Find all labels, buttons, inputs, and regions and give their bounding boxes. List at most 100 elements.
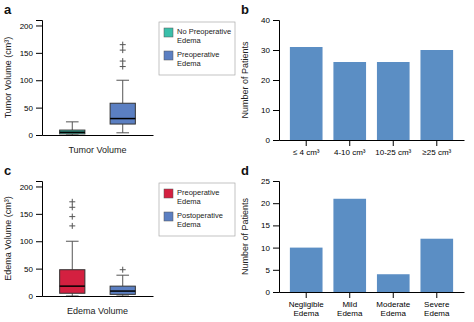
x-tick: ≥25 cm³ xyxy=(422,140,451,157)
bar xyxy=(420,50,453,140)
flier xyxy=(69,199,75,205)
y-tick-mark xyxy=(273,225,279,226)
x-tick: 10-25 cm³ xyxy=(375,140,411,157)
x-axis-line xyxy=(43,296,154,297)
marks xyxy=(290,47,453,140)
bar xyxy=(290,47,323,140)
y-tick-mark xyxy=(36,53,42,54)
text-line: ≤ 4 cm³ xyxy=(293,148,320,157)
y-axis-line xyxy=(36,182,43,297)
text-line: Negligible xyxy=(289,300,325,309)
x-axis xyxy=(43,296,154,297)
y-tick-label: 10 xyxy=(261,244,270,253)
y-tick: 30 xyxy=(261,46,279,55)
y-tick: 150 xyxy=(20,49,42,58)
y-tick-label: 50 xyxy=(24,265,33,274)
y-axis: 010203040 xyxy=(261,16,279,145)
legend: PreoperativeEdemaPostoperativeEdema xyxy=(159,183,235,236)
y-tick-mark xyxy=(36,80,42,81)
bar xyxy=(290,248,323,292)
text-line: Edema xyxy=(424,309,450,318)
flier xyxy=(69,223,75,229)
marks xyxy=(60,199,136,296)
legend-swatch xyxy=(164,51,173,60)
plot: 0510152025NegligibleEdemaMildEdemaModera… xyxy=(240,177,465,318)
y-tick-mark xyxy=(273,110,279,111)
y-tick-label: 0 xyxy=(29,131,34,140)
x-axis: ≤ 4 cm³4-10 cm³10-25 cm³≥25 cm³ xyxy=(280,140,465,157)
legend-label: No PreoperativeEdema xyxy=(177,27,231,45)
y-tick-label: 50 xyxy=(24,104,33,113)
panel: 0510152025NegligibleEdemaMildEdemaModera… xyxy=(240,163,465,318)
legend: No PreoperativeEdemaPreoperativeEdema xyxy=(159,22,235,75)
x-tick-mark xyxy=(436,292,437,298)
y-tick-label: 25 xyxy=(261,177,270,186)
y-tick-mark xyxy=(36,269,42,270)
legend-frame xyxy=(159,183,235,236)
y-tick-mark xyxy=(273,292,279,293)
y-tick: 40 xyxy=(261,16,279,25)
median xyxy=(110,290,135,292)
y-tick-mark xyxy=(36,186,42,187)
x-tick: ≤ 4 cm³ xyxy=(293,140,320,157)
figure: 050100150200Tumor VolumeNo PreoperativeE… xyxy=(0,0,474,322)
y-axis-title: Edema Volume (cm³) xyxy=(3,196,13,281)
y-tick-label: 200 xyxy=(20,22,34,31)
box-body xyxy=(60,270,85,294)
panel-label: b xyxy=(241,2,249,17)
box xyxy=(60,199,85,296)
y-tick-label: 30 xyxy=(261,46,270,55)
bar xyxy=(333,62,366,140)
text-line: Edema xyxy=(177,197,202,206)
panel: 050100150200Tumor VolumeNo PreoperativeE… xyxy=(3,2,235,155)
y-tick-mark xyxy=(36,135,42,136)
cap-low xyxy=(116,296,129,297)
y-tick: 200 xyxy=(20,183,42,192)
y-tick-mark xyxy=(36,296,42,297)
y-tick-mark xyxy=(273,248,279,249)
x-axis xyxy=(43,135,154,136)
text-line: Mild xyxy=(342,300,357,309)
cap-low xyxy=(66,135,79,136)
y-tick: 0 xyxy=(266,288,279,297)
y-tick-label: 150 xyxy=(20,49,34,58)
panel-label: d xyxy=(241,163,249,178)
legend-swatch xyxy=(164,212,173,221)
y-tick-mark xyxy=(36,214,42,215)
flier xyxy=(120,64,126,70)
x-tick-label: ModerateEdema xyxy=(376,300,410,318)
y-tick: 5 xyxy=(266,266,279,275)
text-line: Edema xyxy=(381,309,407,318)
box-body xyxy=(110,103,135,124)
y-tick: 0 xyxy=(29,131,42,140)
whisker-high xyxy=(122,80,123,103)
y-tick-label: 40 xyxy=(261,16,270,25)
box xyxy=(110,267,135,296)
box-body xyxy=(60,130,85,134)
y-tick-label: 100 xyxy=(20,237,34,246)
panel: 050100150200Edema VolumePreoperativeEdem… xyxy=(3,163,235,316)
x-tick-mark xyxy=(306,292,307,298)
y-tick: 0 xyxy=(266,136,279,145)
y-axis-line xyxy=(273,21,280,141)
y-tick-label: 150 xyxy=(20,210,34,219)
y-tick-mark xyxy=(273,140,279,141)
y-tick: 20 xyxy=(261,76,279,85)
flier xyxy=(120,267,126,273)
x-tick-label: MildEdema xyxy=(337,300,363,318)
panel-label: a xyxy=(4,2,12,17)
flier xyxy=(120,58,126,64)
y-tick-mark xyxy=(36,241,42,242)
cap-high xyxy=(66,241,79,242)
legend-swatch xyxy=(164,189,173,198)
flier xyxy=(69,214,75,220)
bar xyxy=(377,62,410,140)
y-tick: 200 xyxy=(20,22,42,31)
y-axis-title: Number of Patients xyxy=(240,197,250,275)
text-line: Edema xyxy=(294,309,320,318)
x-tick-label: SevereEdema xyxy=(424,300,450,318)
cap-high xyxy=(66,121,79,122)
whisker-low xyxy=(122,124,123,133)
y-tick: 50 xyxy=(24,265,42,274)
whisker-high xyxy=(122,275,123,286)
